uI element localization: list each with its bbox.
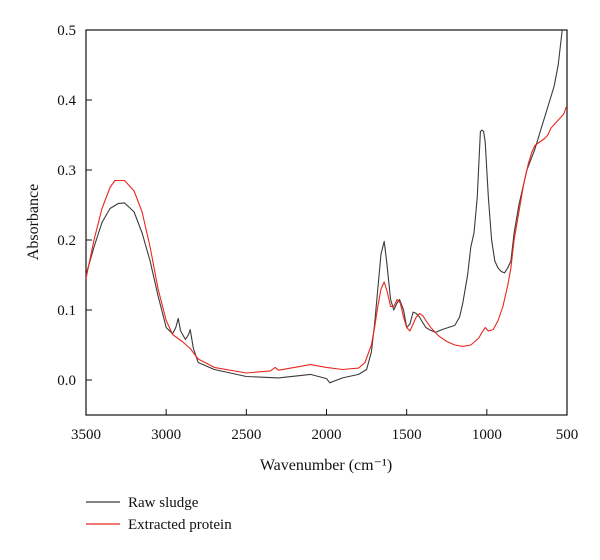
x-tick-label: 3000 — [151, 427, 181, 443]
series-layer — [85, 29, 567, 384]
series-line-1 — [85, 106, 567, 374]
y-axis-title: Absorbance — [25, 184, 42, 260]
y-tick-label: 0.5 — [57, 23, 76, 39]
legend-label: Raw sludge — [128, 495, 199, 511]
y-axis: 0.0 0.1 0.2 0.3 0.4 0.5 — [57, 23, 92, 389]
x-tick-label: 2500 — [231, 427, 261, 443]
y-tick-label: 0.0 — [57, 373, 76, 389]
x-axis-title: Wavenumber (cm⁻¹) — [260, 457, 392, 474]
x-tick-label: 1000 — [472, 427, 502, 443]
y-tick-label: 0.1 — [57, 303, 76, 319]
y-tick-label: 0.3 — [57, 163, 76, 179]
y-tick-label: 0.2 — [57, 233, 76, 249]
x-tick-label: 2000 — [312, 427, 342, 443]
x-axis: 3500 3000 2500 2000 1500 1000 500 — [71, 409, 578, 443]
x-tick-label: 500 — [556, 427, 579, 443]
legend: Raw sludge Extracted protein — [86, 495, 232, 533]
legend-label: Extracted protein — [128, 517, 232, 533]
y-tick-label: 0.4 — [57, 93, 76, 109]
x-tick-label: 3500 — [71, 427, 101, 443]
x-tick-label: 1500 — [392, 427, 422, 443]
plot-frame — [85, 29, 568, 416]
